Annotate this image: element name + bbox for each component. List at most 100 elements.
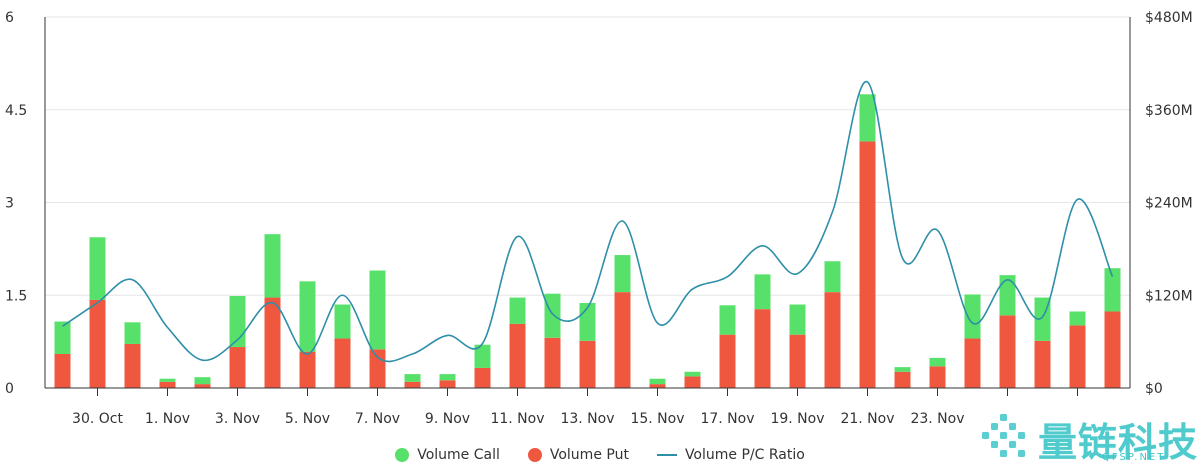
legend-item-pc-ratio[interactable]: Volume P/C Ratio xyxy=(656,447,805,463)
x-tick-label: 11. Nov xyxy=(490,411,544,427)
bar-volume-call xyxy=(124,322,141,344)
bar-volume-put xyxy=(999,315,1016,388)
bar-series xyxy=(54,94,1121,388)
chart-area: 0 1.5 3 4.5 6 $0 $120M $240M $360M $480M 30. Oct 1.… xyxy=(5,10,1193,427)
bar-volume-call xyxy=(194,377,211,385)
bar-volume-call xyxy=(54,321,71,354)
bar-volume-put xyxy=(509,323,526,388)
bar-volume-call xyxy=(509,297,526,324)
bar-volume-call xyxy=(649,378,666,385)
y-left-tick-label: 6 xyxy=(5,10,14,26)
bar-volume-call xyxy=(544,293,561,338)
bar-volume-put xyxy=(614,292,631,388)
bar-volume-put xyxy=(649,384,666,388)
y-right-tick-label: $0 xyxy=(1145,381,1163,397)
bar-volume-call xyxy=(404,374,421,382)
bar-volume-put xyxy=(824,292,841,388)
legend-item-volume-call[interactable]: Volume Call xyxy=(395,447,500,463)
bar-volume-put xyxy=(474,367,491,388)
watermark-text: 量链科技 xyxy=(1038,421,1199,466)
bar-volume-put xyxy=(894,371,911,388)
bar-volume-call xyxy=(159,378,176,382)
x-tick-label: 17. Nov xyxy=(700,411,754,427)
axes: 0 1.5 3 4.5 6 $0 $120M $240M $360M $480M 30. Oct 1.… xyxy=(5,10,1193,427)
y-left-tick-label: 4.5 xyxy=(5,103,27,119)
ratio-line-series xyxy=(62,81,1114,363)
bar-volume-put xyxy=(194,384,211,388)
bar-volume-call xyxy=(334,304,351,339)
bar-volume-put xyxy=(684,376,701,388)
bar-volume-put xyxy=(229,347,246,388)
legend-put-dot-icon xyxy=(527,448,542,462)
x-tick-label: 5. Nov xyxy=(285,411,330,427)
bar-volume-call xyxy=(859,94,876,142)
watermark-logo-icon xyxy=(982,414,1025,457)
legend-ratio-line-icon xyxy=(656,454,677,456)
bar-volume-put xyxy=(1034,340,1051,388)
bar-volume-put xyxy=(159,381,176,388)
bar-volume-put xyxy=(789,334,806,388)
bar-volume-call xyxy=(929,357,946,367)
bar-volume-put xyxy=(579,340,596,388)
y-right-tick-label: $120M xyxy=(1145,288,1193,304)
bar-volume-call xyxy=(614,255,631,293)
watermark: 量链科技 QFSP.NET xyxy=(978,410,1200,468)
bar-volume-call xyxy=(719,305,736,335)
bar-volume-call xyxy=(299,281,316,352)
x-tick-label: 21. Nov xyxy=(840,411,894,427)
bar-volume-put xyxy=(1104,311,1121,388)
legend-call-dot-icon xyxy=(395,448,410,462)
watermark-subtext: QFSP.NET xyxy=(1102,452,1166,463)
y-right-tick-label: $360M xyxy=(1145,103,1193,119)
bar-volume-put xyxy=(89,299,106,388)
bar-volume-call xyxy=(264,234,281,298)
bar-volume-call xyxy=(824,261,841,293)
bar-volume-put xyxy=(299,351,316,388)
x-tick-label: 23. Nov xyxy=(910,411,964,427)
bar-volume-call xyxy=(1104,268,1121,312)
bar-volume-call xyxy=(999,275,1016,316)
bar-volume-call xyxy=(894,367,911,372)
bar-volume-put xyxy=(334,338,351,388)
bar-volume-put xyxy=(544,337,561,388)
x-tick-label: 7. Nov xyxy=(355,411,400,427)
legend-item-volume-put[interactable]: Volume Put xyxy=(527,447,629,463)
bar-volume-call xyxy=(789,304,806,335)
bar-volume-call xyxy=(684,371,701,377)
bar-volume-call xyxy=(369,270,386,350)
y-left-tick-label: 1.5 xyxy=(5,288,27,304)
legend-call-label: Volume Call xyxy=(417,447,500,463)
bar-volume-call xyxy=(754,274,771,310)
bar-volume-call xyxy=(1069,311,1086,326)
bar-volume-put xyxy=(929,366,946,388)
legend: Volume Call Volume Put Volume P/C Ratio xyxy=(0,444,1200,466)
bar-volume-put xyxy=(1069,325,1086,388)
bar-volume-call xyxy=(474,344,491,368)
bar-volume-call xyxy=(89,237,106,300)
gridlines xyxy=(45,16,1130,296)
x-tick-label: 15. Nov xyxy=(630,411,684,427)
x-tick-label: 19. Nov xyxy=(770,411,824,427)
x-tick-label: 13. Nov xyxy=(560,411,614,427)
y-right-tick-label: $240M xyxy=(1145,196,1193,212)
y-right-tick-label: $480M xyxy=(1145,10,1193,26)
legend-put-label: Volume Put xyxy=(549,447,629,463)
bar-volume-call xyxy=(964,294,981,339)
bar-volume-put xyxy=(719,334,736,388)
bar-volume-put xyxy=(439,380,456,388)
bar-volume-put xyxy=(369,349,386,388)
y-left-tick-label: 0 xyxy=(5,381,14,397)
x-tick-label: 1. Nov xyxy=(145,411,190,427)
legend-ratio-label: Volume P/C Ratio xyxy=(684,447,805,463)
bar-volume-call xyxy=(439,374,456,381)
bar-volume-put xyxy=(754,309,771,388)
bar-volume-put xyxy=(404,381,421,388)
bar-volume-put xyxy=(964,338,981,388)
bar-volume-put xyxy=(124,343,141,388)
bar-volume-call xyxy=(229,296,246,348)
x-tick-label: 30. Oct xyxy=(72,411,123,427)
x-tick-label: 3. Nov xyxy=(215,411,260,427)
bar-volume-put xyxy=(264,297,281,388)
line-volume-pc-ratio xyxy=(62,81,1114,363)
bar-volume-put xyxy=(859,141,876,388)
